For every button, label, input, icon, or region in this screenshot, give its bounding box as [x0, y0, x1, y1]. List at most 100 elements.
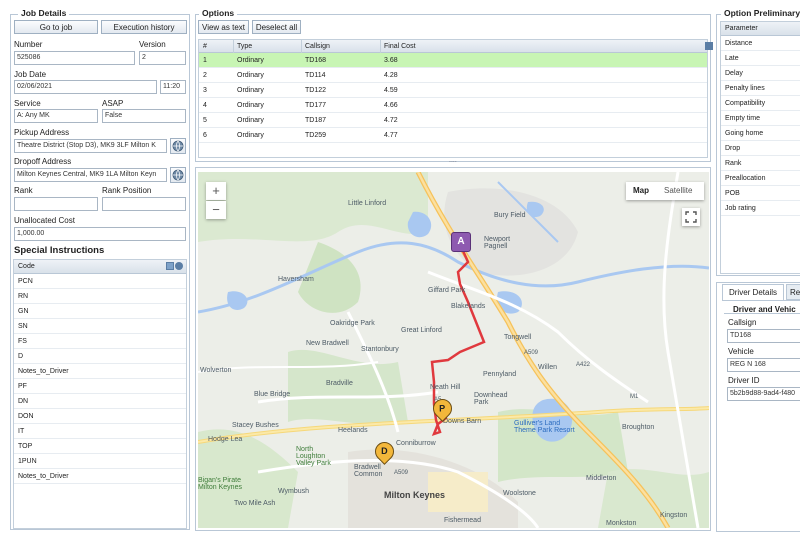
deselect-all-button[interactable]: Deselect all: [252, 20, 301, 34]
rank-field[interactable]: [14, 197, 98, 211]
code-row[interactable]: PCN: [14, 274, 186, 289]
option-final-cost: 4.72: [384, 117, 398, 124]
option-callsign: TD187: [305, 117, 327, 124]
option-callsign: TD259: [305, 132, 327, 139]
dropoff-address-field[interactable]: Milton Keynes Central, MK9 1LA Milton Ke…: [14, 168, 167, 182]
marker-d-label: D: [381, 446, 388, 456]
option-number: 2: [203, 72, 207, 79]
parameter-row[interactable]: Rank: [721, 156, 800, 171]
satellite-tab[interactable]: Satellite: [664, 186, 693, 195]
pickup-address-field[interactable]: Theatre District (Stop D3), MK9 3LF Milt…: [14, 139, 167, 153]
marker-a[interactable]: A: [451, 232, 471, 252]
code-row[interactable]: PF: [14, 379, 186, 394]
go-to-job-button[interactable]: Go to job: [14, 20, 98, 34]
place-pennyland: Pennyland: [483, 371, 517, 378]
version-field[interactable]: 2: [139, 51, 186, 65]
place-woolstone: Woolstone: [503, 490, 536, 497]
code-row[interactable]: IT: [14, 424, 186, 439]
option-row[interactable]: 1 Ordinary TD168 3.68: [199, 53, 707, 68]
place-new-bradwell: New Bradwell: [306, 340, 349, 347]
col-type[interactable]: Type: [237, 43, 253, 50]
map-view[interactable]: Little Linford Bury Field Newport Pagnel…: [198, 172, 709, 528]
place-blue-bridge: Blue Bridge: [254, 391, 291, 398]
rank-position-field[interactable]: [102, 197, 186, 211]
option-number: 4: [203, 102, 207, 109]
parameter-row[interactable]: Late: [721, 51, 800, 66]
place-kingston: Kingston: [660, 512, 688, 519]
col-final-cost[interactable]: Final Cost: [384, 43, 416, 50]
col-callsign[interactable]: Callsign: [305, 43, 330, 50]
code-column-header[interactable]: Code: [14, 260, 186, 274]
globe-icon: [172, 140, 184, 152]
code-row[interactable]: TOP: [14, 439, 186, 454]
parameter-row[interactable]: Empty time: [721, 111, 800, 126]
view-as-text-button[interactable]: View as text: [198, 20, 249, 34]
code-row[interactable]: RN: [14, 289, 186, 304]
option-row[interactable]: 2 Ordinary TD114 4.28: [199, 68, 707, 83]
option-row[interactable]: 4 Ordinary TD177 4.66: [199, 98, 707, 113]
vehicle-field[interactable]: REG N 168: [727, 358, 800, 372]
code-row[interactable]: D: [14, 349, 186, 364]
option-type: Ordinary: [237, 117, 264, 124]
code-header-label: Code: [18, 263, 35, 270]
code-row[interactable]: FS: [14, 334, 186, 349]
option-row[interactable]: 3 Ordinary TD122 4.59: [199, 83, 707, 98]
parameter-column-header[interactable]: Parameter: [721, 22, 800, 36]
option-callsign: TD114: [305, 72, 326, 79]
map-canvas[interactable]: [198, 172, 709, 528]
zoom-in-button[interactable]: +: [206, 182, 226, 200]
place-two-mile-ash: Two Mile Ash: [234, 500, 276, 507]
fullscreen-button[interactable]: [682, 208, 700, 226]
grid-menu-icon[interactable]: [166, 262, 174, 270]
parameter-row[interactable]: POB: [721, 186, 800, 201]
number-field[interactable]: 525086: [14, 51, 135, 65]
parameter-row[interactable]: Job rating: [721, 201, 800, 216]
option-type: Ordinary: [237, 132, 264, 139]
option-number: 1: [203, 57, 207, 64]
parameter-row[interactable]: Going home: [721, 126, 800, 141]
code-row[interactable]: Notes_to_Driver: [14, 469, 186, 484]
code-row[interactable]: DN: [14, 394, 186, 409]
driver-id-label: Driver ID: [728, 376, 760, 385]
code-row[interactable]: Notes_to_Driver: [14, 364, 186, 379]
place-bigans: Bigan's Pirate Milton Keynes: [198, 477, 242, 491]
callsign-field[interactable]: TD168: [727, 329, 800, 343]
asap-field[interactable]: False: [102, 109, 186, 123]
tab-re[interactable]: Re: [786, 284, 800, 300]
parameter-row[interactable]: Drop: [721, 141, 800, 156]
option-number: 3: [203, 87, 207, 94]
unallocated-cost-field[interactable]: 1,000.00: [14, 227, 186, 241]
pickup-locate-button[interactable]: [170, 138, 186, 154]
code-row[interactable]: 1PUN: [14, 454, 186, 469]
parameter-row[interactable]: Preallocation: [721, 171, 800, 186]
panel-splitter[interactable]: ....: [449, 157, 457, 164]
dropoff-locate-button[interactable]: [170, 167, 186, 183]
tab-driver-details[interactable]: Driver Details: [722, 284, 784, 300]
place-gullivers: Gulliver's Land Theme Park Resort: [514, 420, 575, 434]
place-great-linford: Great Linford: [401, 327, 442, 334]
grid-options-icon[interactable]: [705, 42, 713, 50]
place-willen: Willen: [538, 364, 558, 371]
driver-vehicle-section-title: Driver and Vehic: [733, 305, 796, 314]
option-row[interactable]: 5 Ordinary TD187 4.72: [199, 113, 707, 128]
parameters-grid: Parameter Distance Late Delay Penalty lines…: [720, 21, 800, 274]
special-instructions-grid: Code PCN RN GN SN FS D Notes_to_Driver PF DN DON I…: [13, 259, 187, 529]
option-row[interactable]: 6 Ordinary TD259 4.77: [199, 128, 707, 143]
place-stacey-bushes: Stacey Bushes: [232, 422, 279, 429]
code-row[interactable]: DON: [14, 409, 186, 424]
col-number[interactable]: #: [203, 43, 207, 50]
execution-history-button[interactable]: Execution history: [101, 20, 187, 34]
parameter-row[interactable]: Penalty lines: [721, 81, 800, 96]
parameter-row[interactable]: Compatibility: [721, 96, 800, 111]
grid-options-icon[interactable]: [175, 262, 183, 270]
job-time-field[interactable]: 11:20: [160, 80, 186, 94]
zoom-out-button[interactable]: −: [206, 201, 226, 219]
code-row[interactable]: SN: [14, 319, 186, 334]
service-field[interactable]: A: Any MK: [14, 109, 98, 123]
parameter-row[interactable]: Delay: [721, 66, 800, 81]
code-row[interactable]: GN: [14, 304, 186, 319]
map-tab[interactable]: Map: [633, 186, 649, 195]
driver-id-field[interactable]: 5b2b9d88-9ad4-f480: [727, 387, 800, 401]
job-date-field[interactable]: 02/06/2021: [14, 80, 157, 94]
parameter-row[interactable]: Distance: [721, 36, 800, 51]
